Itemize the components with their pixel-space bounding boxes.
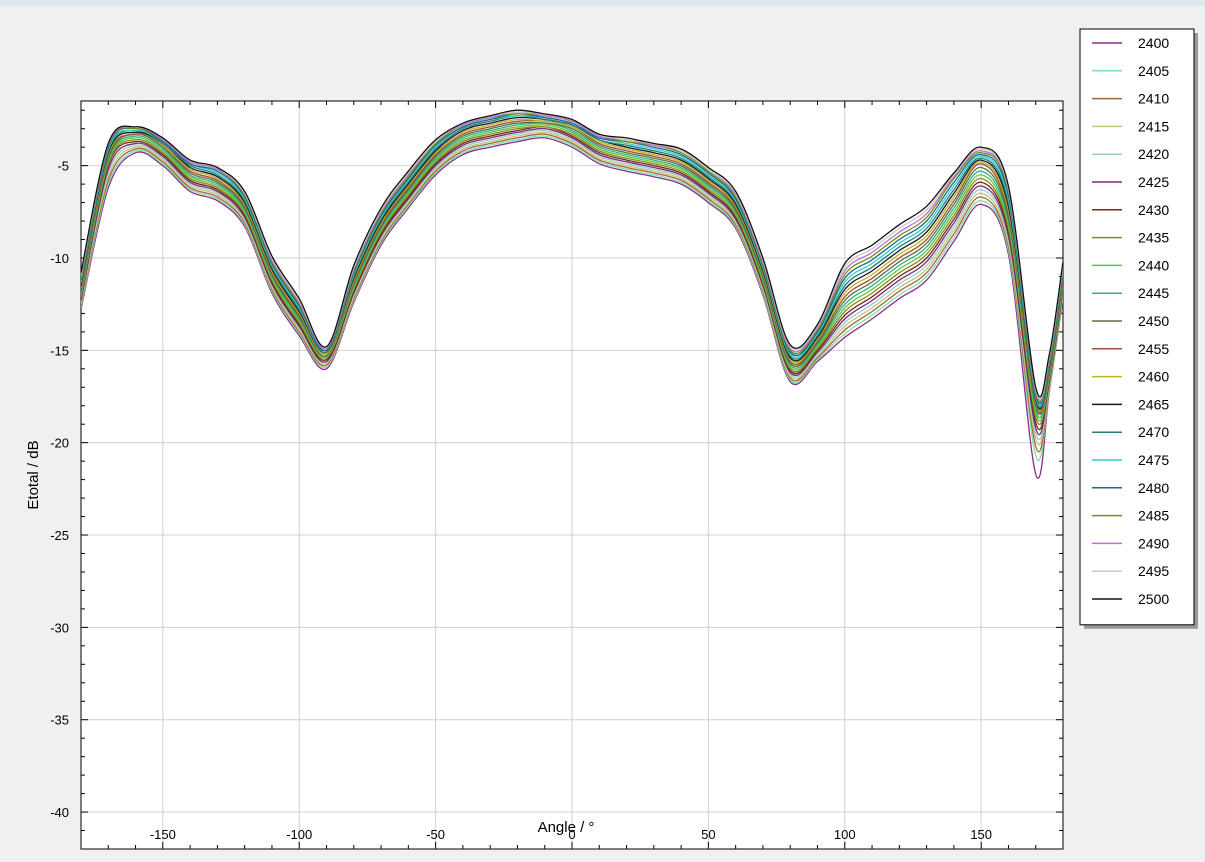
y-tick-label: -35 xyxy=(50,713,69,728)
series-line-2410 xyxy=(81,133,1063,453)
legend-label: 2430 xyxy=(1138,202,1169,218)
legend-label: 2435 xyxy=(1138,230,1169,246)
x-tick-labels: -150 -100 -50 0 50 100 150 xyxy=(150,827,992,842)
series-line-2420 xyxy=(81,129,1063,441)
legend-label: 2485 xyxy=(1138,508,1169,524)
series-line-2470 xyxy=(81,115,1063,408)
legend-label: 2460 xyxy=(1138,369,1169,385)
legend-label: 2405 xyxy=(1138,63,1169,79)
legend-label: 2495 xyxy=(1138,563,1169,579)
legend-box xyxy=(1079,28,1195,626)
series-line-2460 xyxy=(81,118,1063,412)
legend-label: 2465 xyxy=(1138,396,1169,412)
legend-label: 2470 xyxy=(1138,424,1169,440)
legend-label: 2475 xyxy=(1138,452,1169,468)
legend-label: 2415 xyxy=(1138,118,1169,134)
series-line-2450 xyxy=(81,121,1063,415)
y-tick-label: -10 xyxy=(50,251,69,266)
series-line-2425 xyxy=(81,127,1063,436)
y-tick-label: -15 xyxy=(50,343,69,358)
series-line-2480 xyxy=(81,113,1063,405)
x-tick-label: -50 xyxy=(426,827,445,842)
series-line-2445 xyxy=(81,122,1063,419)
window-top-band xyxy=(0,0,1205,6)
series-lines xyxy=(81,109,1063,479)
x-tick-label: 50 xyxy=(701,827,715,842)
legend-label: 2410 xyxy=(1138,91,1169,107)
legend: 2400 2405 2410 2415 2420 2425 2430 2435 2440 2445… xyxy=(1079,28,1198,629)
legend-label: 2445 xyxy=(1138,285,1169,301)
legend-label: 2425 xyxy=(1138,174,1169,190)
legend-label: 2500 xyxy=(1138,591,1169,607)
series-line-2430 xyxy=(81,126,1063,431)
y-tick-labels: -5 -10 -15 -20 -25 -30 -35 -40 xyxy=(50,159,69,820)
series-line-2500 xyxy=(81,109,1063,398)
y-tick-label: -5 xyxy=(57,159,69,174)
x-tick-label: -100 xyxy=(286,827,312,842)
y-tick-label: -20 xyxy=(50,436,69,451)
x-tick-label: 100 xyxy=(834,827,856,842)
x-tick-label: 150 xyxy=(970,827,992,842)
series-line-2405 xyxy=(81,135,1063,462)
legend-label: 2440 xyxy=(1138,257,1169,273)
minor-ticks xyxy=(80,101,1064,850)
x-axis-title: Angle / ° xyxy=(538,819,595,836)
y-axis-title: Etotal / dB xyxy=(25,440,42,509)
legend-label: 2455 xyxy=(1138,341,1169,357)
series-line-2415 xyxy=(81,131,1063,446)
legend-label: 2450 xyxy=(1138,313,1169,329)
y-tick-label: -30 xyxy=(50,620,69,635)
legend-label: 2480 xyxy=(1138,480,1169,496)
legend-label: 2400 xyxy=(1138,35,1169,51)
series-line-2400 xyxy=(81,137,1063,479)
x-tick-label: -150 xyxy=(150,827,176,842)
series-line-2455 xyxy=(81,119,1063,414)
y-tick-label: -25 xyxy=(50,528,69,543)
y-tick-label: -40 xyxy=(50,805,69,820)
legend-label: 2420 xyxy=(1138,146,1169,162)
legend-label: 2490 xyxy=(1138,535,1169,551)
series-line-2440 xyxy=(81,124,1063,422)
series-line-2435 xyxy=(81,125,1063,426)
x-tick-label: 0 xyxy=(568,827,575,842)
